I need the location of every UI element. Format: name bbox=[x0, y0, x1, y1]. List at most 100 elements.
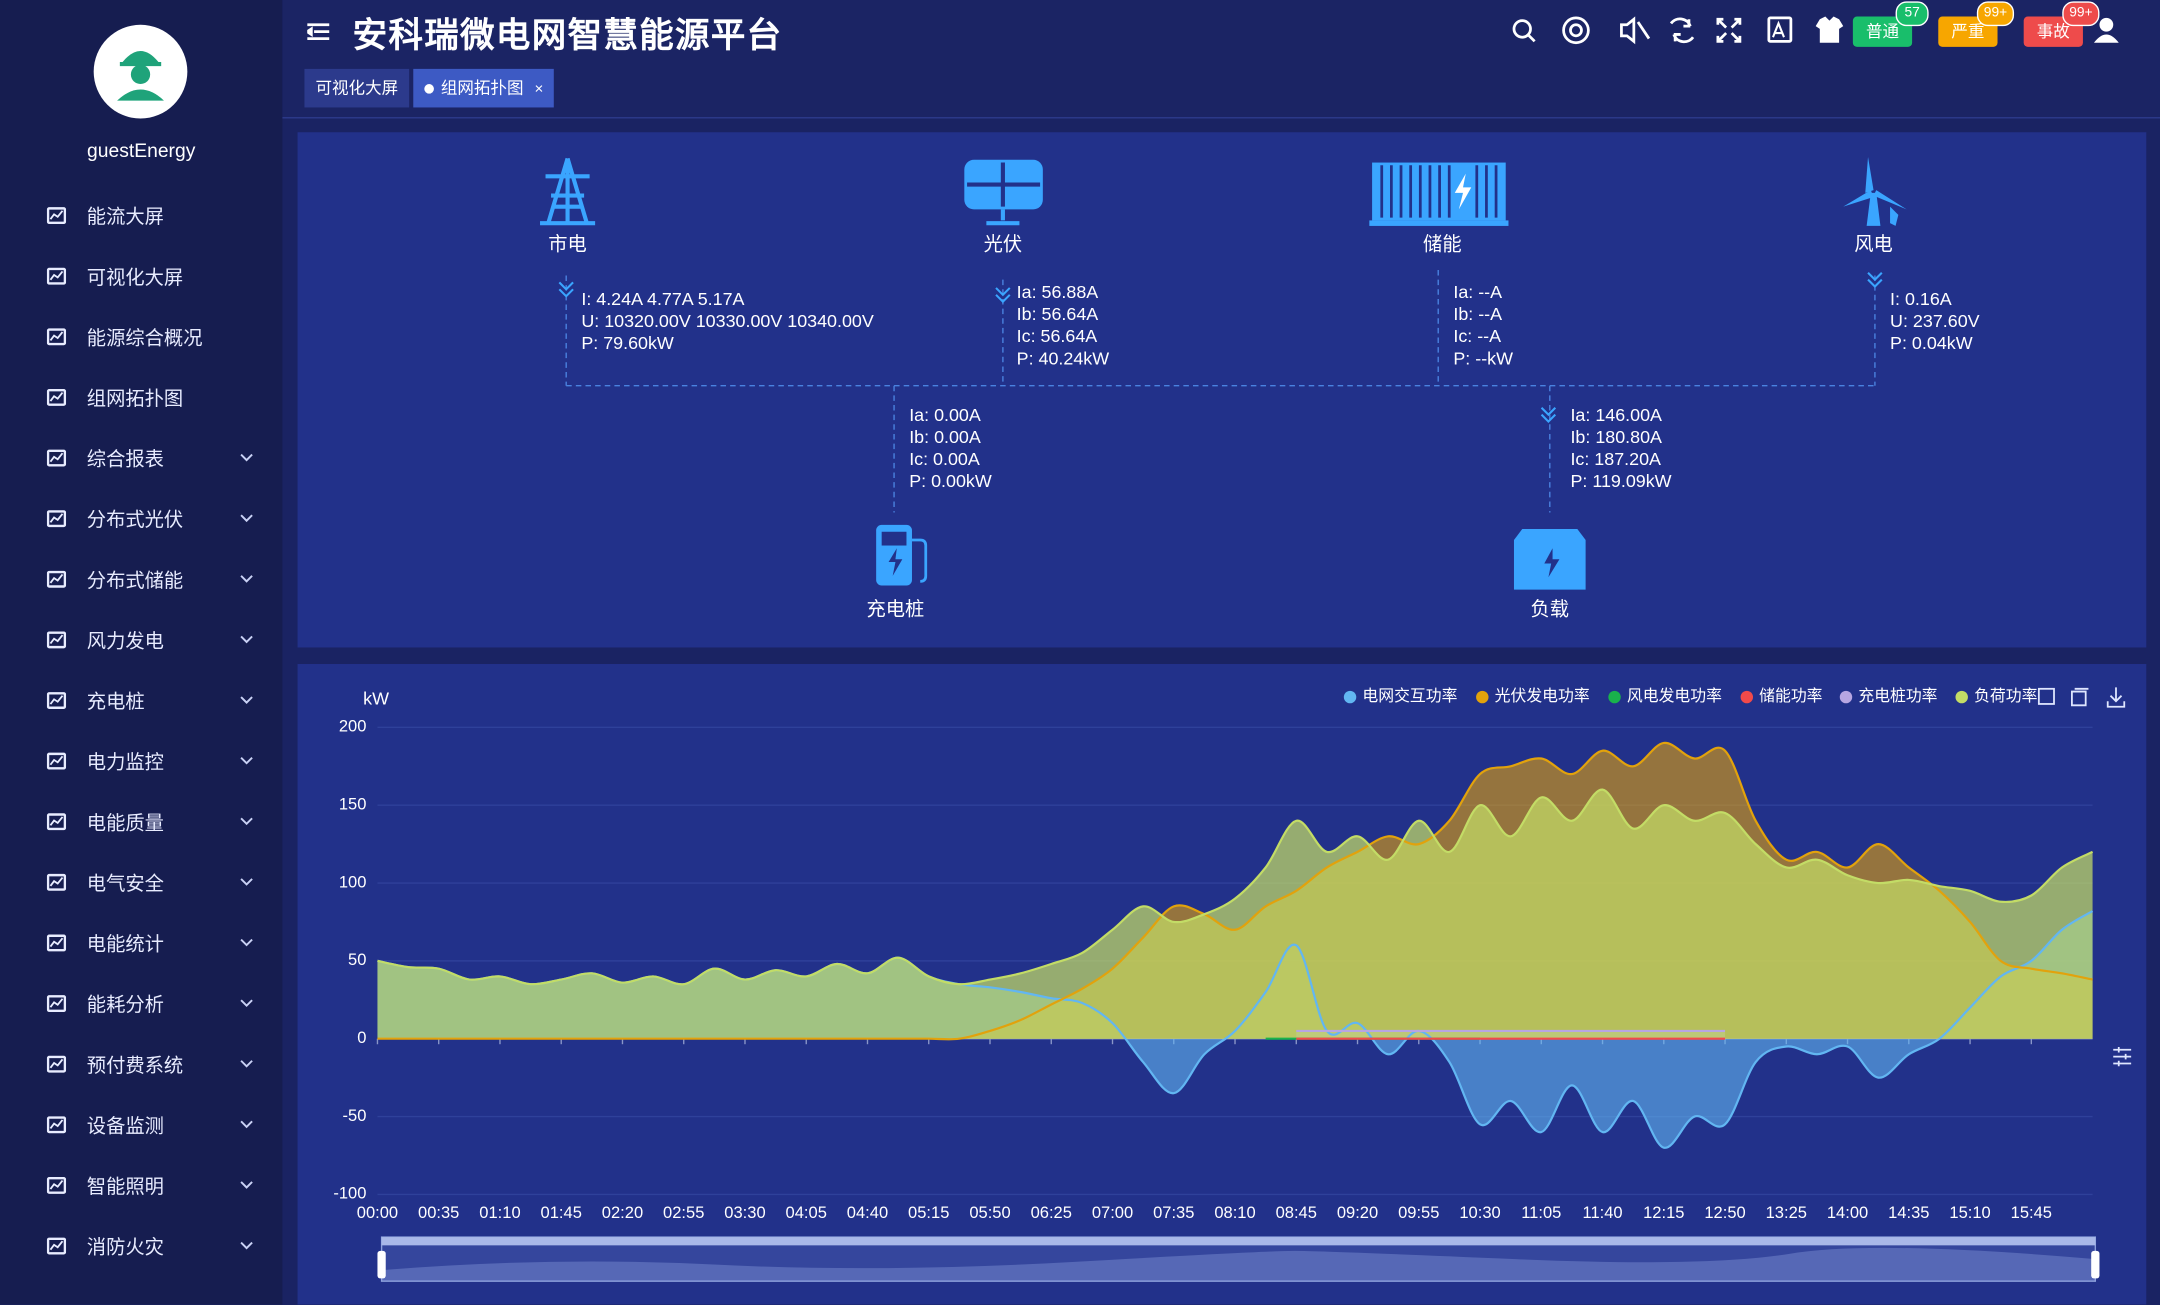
menu-item[interactable]: 电能统计 bbox=[41, 923, 261, 964]
menu-icon-shape bbox=[46, 631, 67, 649]
node-reading: Ia: 146.00A bbox=[1570, 405, 1662, 425]
menu-item[interactable]: 预付费系统 bbox=[41, 1044, 261, 1085]
node-reading: U: 237.60V bbox=[1890, 311, 1980, 331]
legend-swatch bbox=[1608, 690, 1621, 704]
menu-icon-shape bbox=[46, 934, 67, 952]
menu-icon-shape bbox=[46, 388, 67, 406]
x-tick-label: 14:00 bbox=[1827, 1203, 1868, 1222]
chart-toolbox[interactable] bbox=[2037, 687, 2132, 1067]
menu-label: 能源综合概况 bbox=[86, 326, 203, 349]
menu-label: 电气安全 bbox=[86, 872, 164, 895]
alarm-badge[interactable]: 严重 99+ bbox=[1938, 1, 2015, 47]
menu-icon bbox=[46, 388, 67, 406]
menu-icon-shape bbox=[46, 267, 67, 285]
x-tick-label: 05:15 bbox=[908, 1203, 949, 1222]
toolbar-icons[interactable] bbox=[1495, 11, 1853, 52]
menu-item[interactable]: 综合报表 bbox=[41, 438, 261, 479]
menu-arrow bbox=[240, 1241, 253, 1250]
legend-label: 风电发电功率 bbox=[1627, 687, 1722, 705]
badge-count: 57 bbox=[1895, 1, 1929, 27]
menu-item[interactable]: 电能质量 bbox=[41, 802, 261, 843]
y-tick-label: 100 bbox=[339, 872, 367, 891]
data-zoom[interactable] bbox=[377, 1236, 2100, 1282]
menu-arrow bbox=[240, 1181, 253, 1189]
menu-icon-shape bbox=[46, 510, 67, 528]
legend-swatch bbox=[1740, 690, 1753, 704]
node-reading: Ic: 187.20A bbox=[1570, 449, 1661, 469]
alarm-badge[interactable]: 普通 57 bbox=[1852, 1, 1929, 47]
x-tick-label: 13:25 bbox=[1766, 1203, 1807, 1222]
menu-icon bbox=[46, 873, 67, 891]
menu-arrow bbox=[240, 756, 253, 765]
badge-count: 99+ bbox=[1976, 1, 2015, 27]
menu-item[interactable]: 智能照明 bbox=[41, 1165, 261, 1206]
x-tick-label: 01:45 bbox=[541, 1203, 582, 1222]
menu-label: 设备监测 bbox=[86, 1114, 164, 1137]
tab-dot bbox=[424, 84, 434, 94]
x-tick-label: 04:40 bbox=[847, 1203, 888, 1222]
x-tick-label: 15:45 bbox=[2011, 1203, 2052, 1222]
menu-icon bbox=[46, 207, 67, 225]
menu-arrow bbox=[240, 878, 253, 886]
menu-arrow bbox=[240, 696, 253, 704]
pv-icon bbox=[964, 159, 1043, 226]
menu-item[interactable]: 消防火灾 bbox=[41, 1226, 261, 1267]
menu-item[interactable]: 风力发电 bbox=[41, 620, 261, 661]
menu-arrow bbox=[240, 575, 253, 583]
menu-item[interactable]: 组网拓扑图 bbox=[41, 377, 261, 418]
menu-label: 预付费系统 bbox=[86, 1053, 184, 1076]
menu-item[interactable]: 分布式光伏 bbox=[41, 499, 261, 540]
menu-toggle[interactable] bbox=[307, 21, 332, 43]
menu-item[interactable]: 可视化大屏 bbox=[41, 256, 261, 297]
menu-icon-shape bbox=[49, 1058, 64, 1069]
x-tick-label: 01:10 bbox=[479, 1203, 520, 1222]
node-reading: P: 0.04kW bbox=[1890, 333, 1973, 353]
user-icon[interactable] bbox=[2093, 17, 2121, 45]
menu-label: 组网拓扑图 bbox=[86, 387, 184, 410]
menu-item[interactable]: 充电桩 bbox=[41, 681, 261, 722]
menu-icon-shape bbox=[46, 813, 67, 831]
menu-item[interactable]: 设备监测 bbox=[41, 1105, 261, 1146]
legend-label: 电网交互功率 bbox=[1362, 687, 1457, 705]
node-label: 市电 bbox=[548, 233, 587, 255]
menu-label: 能流大屏 bbox=[86, 205, 164, 228]
menu-icon bbox=[46, 1176, 67, 1194]
username: guestEnergy bbox=[87, 139, 196, 162]
menu-item[interactable]: 能流大屏 bbox=[41, 196, 261, 237]
menu-icon-shape bbox=[46, 1237, 67, 1255]
badge-label: 普通 bbox=[1865, 22, 1900, 42]
y-tick-label: 150 bbox=[339, 795, 367, 814]
alarm-badge[interactable]: 事故 99+ bbox=[2023, 1, 2100, 47]
sidebar: guestEnergy 能流大屏可视化大屏能源综合概况 组网拓扑图综合报表分布式光… bbox=[0, 0, 283, 1305]
menu-item[interactable]: 分布式储能 bbox=[41, 559, 261, 600]
storage-icon bbox=[1369, 162, 1509, 226]
tab[interactable]: 可视化大屏 bbox=[304, 68, 410, 108]
load-icon bbox=[1513, 528, 1586, 590]
menu-item[interactable]: 能耗分析 bbox=[41, 984, 261, 1025]
node-label: 充电桩 bbox=[867, 598, 925, 620]
menu-item[interactable]: 能源综合概况 bbox=[41, 317, 261, 358]
tab-label: 组网拓扑图 bbox=[440, 78, 524, 98]
menu-label: 分布式储能 bbox=[86, 568, 184, 591]
x-tick-label: 02:20 bbox=[602, 1203, 643, 1222]
flow-arrows bbox=[558, 272, 1883, 424]
menu-item[interactable]: 电力监控 bbox=[41, 741, 261, 782]
tab-label: 可视化大屏 bbox=[315, 78, 399, 98]
menu-item[interactable]: 电气安全 bbox=[41, 862, 261, 903]
legend-label: 储能功率 bbox=[1759, 687, 1822, 705]
menu-arrow-shape bbox=[240, 1241, 253, 1250]
tab-close[interactable]: × bbox=[534, 81, 544, 98]
legend-label: 光伏发电功率 bbox=[1495, 687, 1590, 705]
node-reading: P: 119.09kW bbox=[1570, 471, 1671, 491]
tab[interactable]: 组网拓扑图 × bbox=[413, 68, 555, 108]
menu-arrow-shape bbox=[240, 635, 253, 644]
menu-icon bbox=[46, 1055, 67, 1073]
grid-icon bbox=[540, 157, 596, 226]
x-tick-label: 09:20 bbox=[1337, 1203, 1378, 1222]
x-tick-label: 00:35 bbox=[418, 1203, 459, 1222]
menu-label: 综合报表 bbox=[86, 447, 164, 470]
x-tick-label: 11:40 bbox=[1582, 1203, 1622, 1222]
node-reading: U: 10320.00V 10330.00V 10340.00V bbox=[581, 311, 874, 331]
menu-label: 充电桩 bbox=[86, 690, 145, 713]
